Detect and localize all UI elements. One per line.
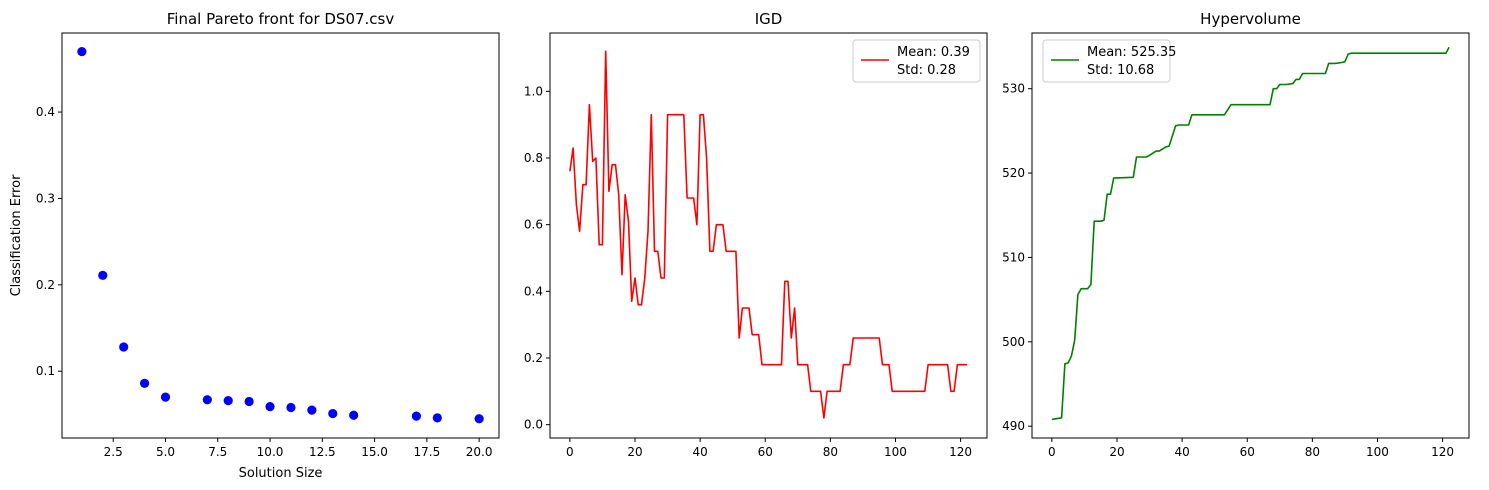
legend-box: [1042, 39, 1171, 83]
legend-mean-label: Mean: 0.39: [897, 45, 970, 60]
scatter-point: [119, 342, 129, 352]
x-tick-label: 5.0: [156, 445, 175, 459]
legend: Mean: 0.39 Std: 0.28: [852, 39, 981, 83]
series-line: [569, 50, 968, 419]
legend-std-label: Std: 0.28: [897, 63, 956, 78]
ticks-layer: 2.5 5.0 7.5 10.0 12.5 15.0 17.5 20.0 0.1 0.2 0.3 0.…: [36, 105, 493, 459]
x-tick-label: 10.0: [257, 445, 284, 459]
x-tick-label: 0: [1048, 445, 1056, 459]
y-tick-label: 0.6: [524, 218, 543, 232]
ticks-layer: 0 20 40 60 80 100 120 0.0 0.2 0.4 0.6 0.8 1.0: [524, 84, 972, 459]
y-axis-label: Classification Error: [9, 174, 24, 296]
scatter-point: [202, 395, 212, 405]
scatter-point: [160, 392, 171, 402]
y-tick-label: 510: [1002, 250, 1025, 264]
scatter-point: [474, 414, 484, 424]
x-tick-label: 80: [823, 445, 838, 459]
y-tick-label: 0.8: [524, 151, 543, 165]
x-tick-label: 17.5: [414, 445, 441, 459]
x-tick-label: 100: [884, 445, 907, 459]
y-tick-label: 0.3: [36, 191, 55, 205]
y-tick-label: 530: [1002, 82, 1025, 96]
x-tick-label: 120: [1431, 445, 1454, 459]
scatter-point: [411, 411, 422, 421]
axes-frame: [549, 32, 988, 439]
scatter-point: [98, 270, 108, 280]
scatter-point: [139, 378, 150, 388]
x-tick-label: 7.5: [208, 445, 227, 459]
hypervolume-panel: Hypervolume 0 20 40 60 80 100 120 490 500 510 520 5…: [1002, 10, 1470, 459]
chart-title: IGD: [755, 10, 783, 28]
x-tick-label: 15.0: [361, 445, 388, 459]
x-tick-label: 20: [1109, 445, 1124, 459]
x-tick-label: 20.0: [466, 445, 493, 459]
chart-title: Hypervolume: [1200, 10, 1301, 28]
x-axis-label: Solution Size: [239, 466, 323, 481]
scatter-point: [432, 413, 442, 423]
pareto-front-panel: Final Pareto front for DS07.csv 2.5 5.0 7.…: [9, 10, 500, 481]
x-tick-label: 40: [692, 445, 707, 459]
series-line: [1051, 46, 1450, 421]
scatter-point: [265, 402, 275, 412]
y-tick-label: 520: [1002, 166, 1025, 180]
chart-title: Final Pareto front for DS07.csv: [167, 10, 395, 28]
x-tick-label: 12.5: [309, 445, 336, 459]
data-layer: [77, 46, 484, 424]
legend-std-label: Std: 10.68: [1087, 63, 1154, 78]
scatter-point: [307, 405, 317, 415]
scatter-point: [286, 402, 296, 413]
data-layer: [569, 50, 968, 419]
y-tick-label: 490: [1002, 419, 1025, 433]
plot-area: 0 20 40 60 80 100 120 490 500 510 520 530: [1002, 32, 1470, 459]
x-tick-label: 0: [566, 445, 574, 459]
x-tick-label: 60: [1240, 445, 1255, 459]
x-tick-label: 100: [1366, 445, 1389, 459]
y-tick-label: 1.0: [524, 84, 543, 98]
scatter-point: [328, 408, 338, 419]
y-tick-label: 0.4: [36, 105, 55, 119]
y-tick-label: 0.2: [524, 351, 543, 365]
scatter-point: [349, 410, 359, 420]
igd-panel: IGD 0 20 40 60 80 100 120 0.0 0.2 0.4 0.6 0.8 1.0 Me…: [524, 10, 988, 459]
axes-frame: [1031, 32, 1470, 439]
plot-area: 0 20 40 60 80 100 120 0.0 0.2 0.4 0.6 0.8 1.0: [524, 32, 988, 459]
scatter-point: [223, 395, 233, 406]
axes-frame: [61, 32, 500, 439]
scatter-point: [77, 46, 87, 57]
y-tick-label: 0.2: [36, 278, 55, 292]
x-tick-label: 120: [949, 445, 972, 459]
x-tick-label: 20: [627, 445, 642, 459]
ticks-layer: 0 20 40 60 80 100 120 490 500 510 520 530: [1002, 82, 1454, 459]
x-tick-label: 2.5: [104, 445, 123, 459]
y-tick-label: 0.0: [524, 418, 543, 432]
x-tick-label: 80: [1305, 445, 1320, 459]
y-tick-label: 0.1: [36, 364, 55, 378]
y-tick-label: 0.4: [524, 284, 543, 298]
scatter-point: [244, 396, 254, 407]
plot-area: 2.5 5.0 7.5 10.0 12.5 15.0 17.5 20.0 0.1 0.2 0.3 0.…: [36, 32, 500, 459]
data-layer: [1051, 46, 1450, 421]
legend: Mean: 525.35 Std: 10.68: [1042, 39, 1176, 83]
legend-mean-label: Mean: 525.35: [1087, 45, 1176, 60]
x-tick-label: 60: [758, 445, 773, 459]
y-tick-label: 500: [1002, 335, 1025, 349]
x-tick-label: 40: [1174, 445, 1189, 459]
legend-box: [852, 39, 981, 83]
